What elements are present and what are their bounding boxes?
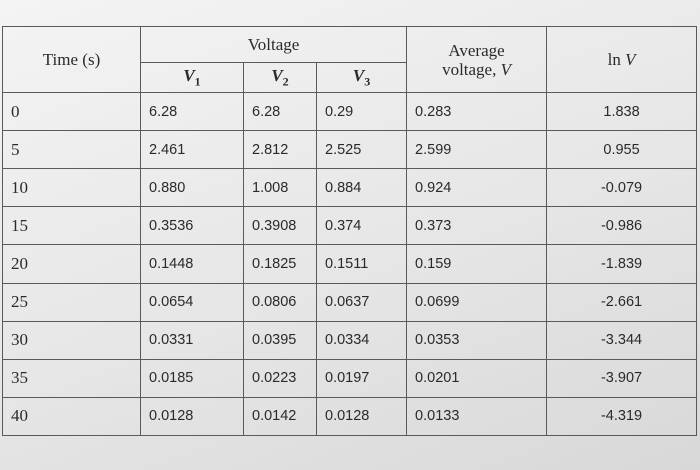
cell-time: 15 xyxy=(2,206,141,246)
cell-average: 2.599 xyxy=(406,130,548,170)
cell-v3: 0.0637 xyxy=(315,282,408,322)
voltage-table: Time (s) Voltage Average voltage, V ln V… xyxy=(2,26,698,437)
header-time: Time (s) xyxy=(2,26,141,93)
cell-v1: 0.0128 xyxy=(140,396,244,437)
header-average: Average voltage, V xyxy=(406,26,548,93)
cell-time: 35 xyxy=(2,358,141,398)
table-row: 0 6.28 6.28 0.29 0.283 1.838 xyxy=(2,91,698,132)
cell-ln-v: -0.079 xyxy=(546,168,698,208)
cell-v1: 0.0654 xyxy=(140,282,244,322)
cell-v2: 2.812 xyxy=(243,130,317,170)
table-row: 20 0.1448 0.1825 0.1511 0.159 -1.839 xyxy=(2,244,698,284)
cell-v1: 0.3536 xyxy=(140,206,244,246)
header-average-line2: voltage, xyxy=(442,59,501,79)
cell-v1: 0.1448 xyxy=(140,244,244,284)
cell-ln-v: -3.907 xyxy=(546,358,698,398)
header-time-label: Time (s) xyxy=(42,50,101,69)
cell-v2: 1.008 xyxy=(243,168,317,208)
cell-time: 10 xyxy=(2,168,141,208)
cell-average: 0.283 xyxy=(406,91,548,132)
table-row: 35 0.0185 0.0223 0.0197 0.0201 -3.907 xyxy=(2,358,698,398)
header-ln-symbol: V xyxy=(625,50,636,69)
cell-average: 0.159 xyxy=(406,244,548,284)
cell-v1: 0.0331 xyxy=(140,320,244,360)
table-row: 10 0.880 1.008 0.884 0.924 -0.079 xyxy=(2,168,698,208)
cell-v3: 0.1511 xyxy=(315,244,408,284)
cell-v1: 0.0185 xyxy=(140,358,244,398)
cell-time: 20 xyxy=(2,244,141,284)
cell-v2: 0.0142 xyxy=(243,396,317,437)
cell-ln-v: 0.955 xyxy=(546,130,698,170)
header-ln-v: ln V xyxy=(546,26,698,93)
cell-ln-v: -3.344 xyxy=(546,320,698,360)
cell-v3: 0.884 xyxy=(315,168,408,208)
cell-average: 0.0201 xyxy=(406,358,548,398)
header-v3: V3 xyxy=(315,62,408,93)
header-voltage: Voltage xyxy=(139,26,408,63)
cell-time: 0 xyxy=(2,91,141,132)
header-ln-prefix: ln xyxy=(607,50,626,69)
cell-v1: 0.880 xyxy=(140,168,244,208)
cell-v3: 0.0128 xyxy=(315,396,408,437)
header-average-symbol: V xyxy=(500,59,511,79)
table-row: 40 0.0128 0.0142 0.0128 0.0133 -4.319 xyxy=(2,396,698,437)
cell-v2: 0.1825 xyxy=(243,244,317,284)
header-v1: V1 xyxy=(140,62,244,93)
header-v2: V2 xyxy=(243,62,317,93)
cell-average: 0.0353 xyxy=(406,320,548,360)
table-row: 5 2.461 2.812 2.525 2.599 0.955 xyxy=(2,130,698,170)
cell-v3: 0.29 xyxy=(315,91,408,132)
table-row: 25 0.0654 0.0806 0.0637 0.0699 -2.661 xyxy=(2,282,698,322)
cell-v3: 0.374 xyxy=(315,206,408,246)
cell-v3: 2.525 xyxy=(315,130,408,170)
header-voltage-label: Voltage xyxy=(247,35,300,54)
cell-v3: 0.0197 xyxy=(315,358,408,398)
cell-time: 40 xyxy=(2,396,141,437)
cell-v2: 0.0395 xyxy=(243,320,317,360)
cell-v2: 0.0806 xyxy=(243,282,317,322)
cell-time: 30 xyxy=(2,320,141,360)
cell-ln-v: -0.986 xyxy=(546,206,698,246)
cell-average: 0.0699 xyxy=(406,282,548,322)
cell-v1: 2.461 xyxy=(140,130,244,170)
cell-average: 0.0133 xyxy=(406,396,548,437)
table-row: 30 0.0331 0.0395 0.0334 0.0353 -3.344 xyxy=(2,320,698,360)
cell-v2: 0.3908 xyxy=(243,206,317,246)
cell-average: 0.373 xyxy=(406,206,548,246)
table-row: 15 0.3536 0.3908 0.374 0.373 -0.986 xyxy=(2,206,698,246)
cell-time: 5 xyxy=(2,130,141,170)
cell-time: 25 xyxy=(2,282,141,322)
cell-v2: 0.0223 xyxy=(243,358,317,398)
cell-v1: 6.28 xyxy=(140,91,244,132)
cell-ln-v: -1.839 xyxy=(546,244,698,284)
cell-ln-v: -4.319 xyxy=(546,396,698,437)
cell-average: 0.924 xyxy=(406,168,548,208)
cell-ln-v: 1.838 xyxy=(546,91,698,132)
header-average-line1: Average xyxy=(448,40,505,60)
cell-v2: 6.28 xyxy=(243,91,317,132)
cell-v3: 0.0334 xyxy=(315,320,408,360)
cell-ln-v: -2.661 xyxy=(546,282,698,322)
